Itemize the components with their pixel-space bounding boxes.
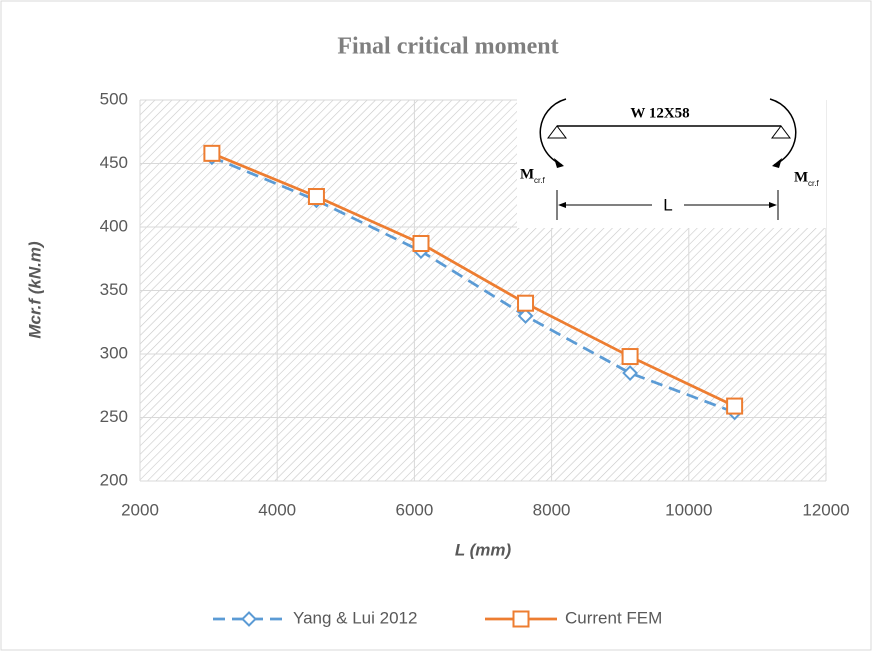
inset-diagram: W 12X58 M cr.f M cr.f L — [517, 88, 826, 228]
moment-arrow — [539, 98, 567, 166]
marker — [621, 348, 639, 366]
x-tick-label: 8000 — [533, 500, 571, 519]
x-tick-label: 4000 — [258, 500, 296, 519]
y-axis-label: Mcr.f (kN.m) — [25, 241, 44, 339]
legend-label: Yang & Lui 2012 — [293, 608, 417, 627]
marker — [517, 294, 535, 312]
arrowhead — [558, 202, 566, 208]
chart-title: Final critical moment — [337, 34, 558, 60]
marker — [622, 365, 638, 381]
arrowhead — [772, 158, 782, 168]
legend-label: Current FEM — [565, 608, 662, 627]
legend-marker — [241, 611, 257, 627]
moment-arrow — [769, 98, 797, 166]
y-tick-label: 250 — [100, 407, 128, 426]
y-tick-label: 350 — [100, 280, 128, 299]
x-tick-label: 12000 — [802, 500, 849, 519]
x-tick-label: 6000 — [395, 500, 433, 519]
marker — [726, 397, 744, 415]
x-tick-label: 2000 — [121, 500, 159, 519]
legend-marker — [512, 610, 530, 628]
y-tick-label: 200 — [100, 470, 128, 489]
series-line — [211, 155, 736, 414]
span-label: L — [663, 195, 672, 214]
x-axis-label: L (mm) — [455, 540, 512, 559]
series-line — [211, 152, 736, 408]
y-tick-label: 400 — [100, 216, 128, 235]
moment-label: M — [794, 169, 808, 185]
support — [547, 125, 567, 139]
moment-label: M — [520, 166, 534, 182]
arrowhead — [554, 158, 564, 168]
y-tick-label: 300 — [100, 343, 128, 362]
moment-subscript: cr.f — [534, 176, 545, 185]
y-tick-label: 500 — [100, 89, 128, 108]
arrowhead — [769, 202, 777, 208]
x-tick-label: 10000 — [665, 500, 712, 519]
marker — [412, 235, 430, 253]
support — [771, 125, 791, 139]
marker — [203, 144, 221, 162]
marker — [307, 188, 325, 206]
section-label: W 12X58 — [630, 105, 689, 121]
marker — [517, 307, 534, 324]
moment-subscript: cr.f — [808, 179, 819, 188]
y-tick-label: 450 — [100, 153, 128, 172]
